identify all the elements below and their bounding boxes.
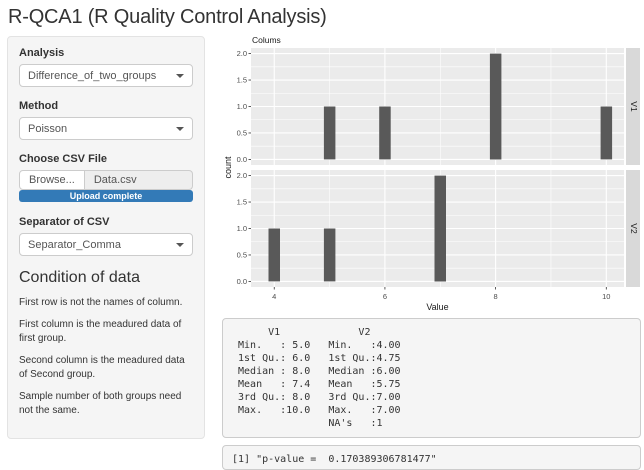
page-title: R-QCA1 (R Quality Control Analysis) [8,6,327,28]
svg-text:0.0: 0.0 [237,277,247,286]
upload-progress-bar: Upload complete [19,190,193,202]
svg-text:count: count [223,156,233,179]
condition-heading: Condition of data [19,269,140,286]
pvalue-output: [1] "p-value = 0.170389306781477" [222,445,641,470]
analysis-label: Analysis [19,47,65,59]
method-label: Method [19,100,59,112]
summary-output: V1 V2 Min. : 5.0 Min. :4.00 1st Qu.: 6.0… [222,318,641,438]
facet-histogram-plot: Colums 0.0 0.5 1.0 1.5 2.0 V1 0.0 0.5 1.0 1.5 2.0 V2… [222,33,642,316]
svg-text:4: 4 [272,292,276,301]
method-select-value: Poisson [28,122,68,135]
svg-text:Value: Value [426,302,448,312]
file-input: Browse... Data.csv [19,170,193,190]
condition-note: Sample number of both groups need not th… [19,391,182,416]
method-select[interactable]: Poisson [19,117,193,140]
file-name-field: Data.csv [84,170,193,190]
svg-text:0.0: 0.0 [237,155,247,164]
svg-text:1.0: 1.0 [237,224,247,233]
sidebar: Analysis Difference_of_two_groups Method… [7,36,205,439]
svg-text:8: 8 [494,292,498,301]
svg-text:V1: V1 [629,101,639,112]
separator-select-value: Separator_Comma [28,238,121,251]
chevron-down-icon [176,126,184,131]
svg-text:V2: V2 [629,223,639,234]
svg-text:0.5: 0.5 [237,251,247,260]
csv-file-label: Choose CSV File [19,153,108,165]
analysis-select[interactable]: Difference_of_two_groups [19,64,193,87]
svg-text:1.5: 1.5 [237,198,247,207]
analysis-select-value: Difference_of_two_groups [28,69,157,82]
condition-note: Second column is the meadured data of Se… [19,355,185,380]
chevron-down-icon [176,73,184,78]
condition-note: First row is not the names of column. [19,297,183,308]
svg-text:2.0: 2.0 [237,171,247,180]
svg-text:Colums: Colums [252,35,281,45]
svg-text:1.0: 1.0 [237,102,247,111]
condition-note: First column is the meadured data of fir… [19,319,182,344]
svg-text:10: 10 [602,292,610,301]
svg-text:2.0: 2.0 [237,49,247,58]
upload-status-text: Upload complete [69,190,143,201]
chevron-down-icon [176,242,184,247]
svg-text:1.5: 1.5 [237,76,247,85]
separator-select[interactable]: Separator_Comma [19,233,193,256]
browse-button[interactable]: Browse... [19,170,85,190]
svg-text:6: 6 [383,292,387,301]
separator-label: Separator of CSV [19,216,110,228]
svg-text:0.5: 0.5 [237,129,247,138]
